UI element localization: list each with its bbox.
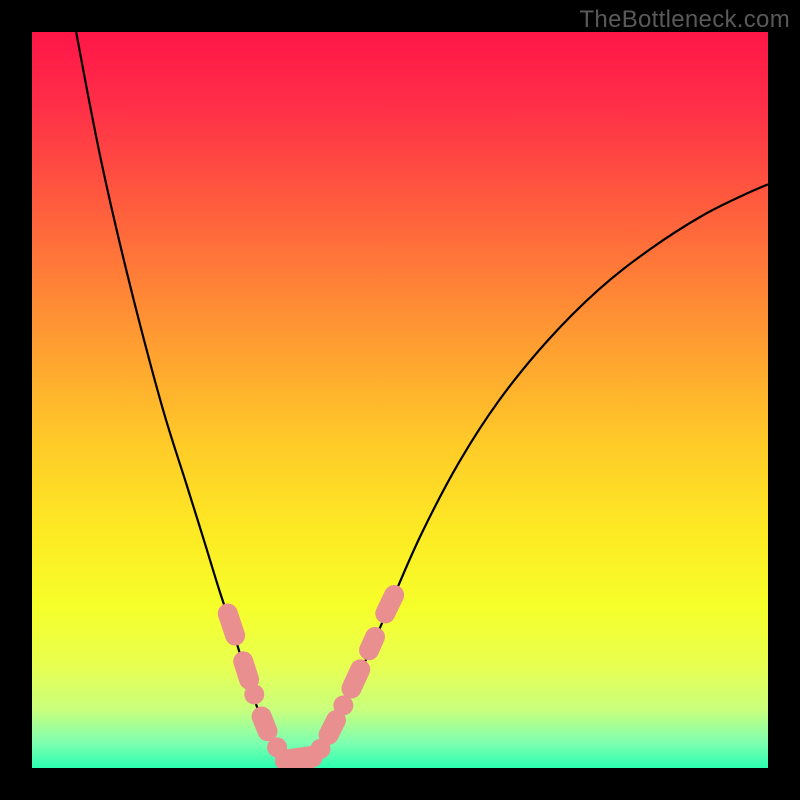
plot-area bbox=[32, 32, 768, 768]
data-marker bbox=[369, 637, 375, 650]
data-marker bbox=[351, 669, 360, 688]
data-marker bbox=[244, 684, 264, 704]
chart-frame bbox=[0, 0, 800, 800]
left-curve bbox=[76, 32, 299, 766]
data-marker bbox=[385, 595, 394, 613]
data-marker bbox=[228, 613, 235, 635]
bottleneck-curves bbox=[32, 32, 768, 768]
data-marker bbox=[329, 720, 336, 735]
data-marker bbox=[243, 661, 249, 679]
right-curve bbox=[299, 184, 768, 765]
data-marker bbox=[286, 757, 312, 761]
watermark-text: TheBottleneck.com bbox=[579, 6, 790, 34]
data-marker bbox=[262, 716, 268, 731]
